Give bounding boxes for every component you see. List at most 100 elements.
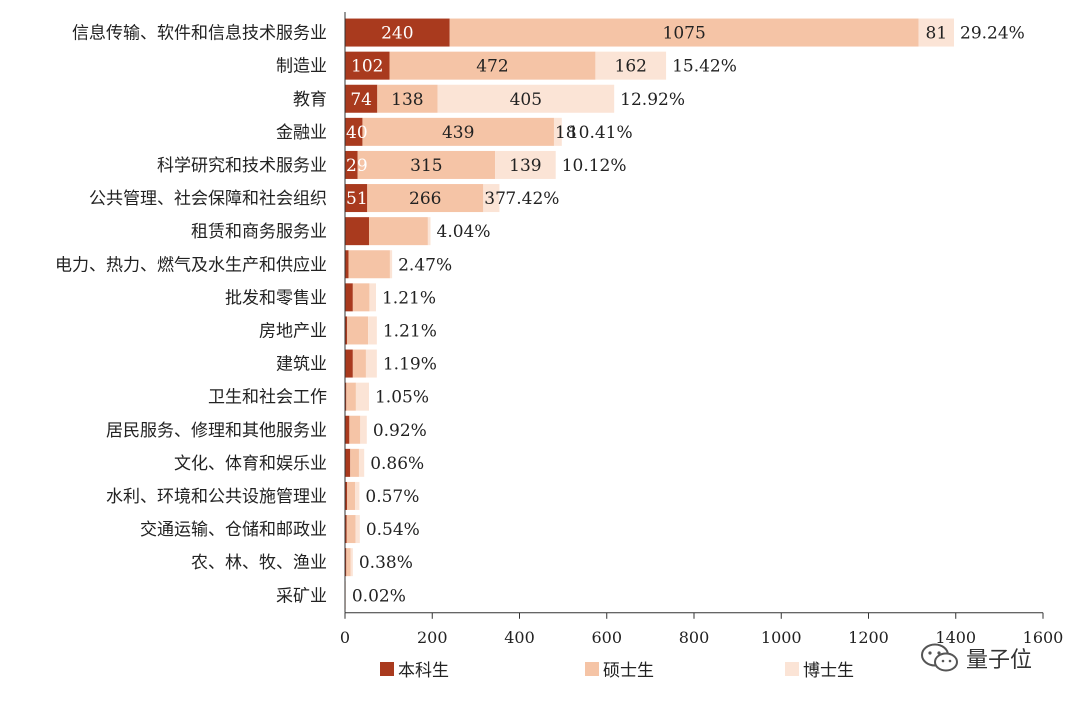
category-label: 科学研究和技术服务业: [157, 156, 327, 176]
legend-label: 本科生: [398, 661, 449, 681]
x-tick-label: 1200: [848, 628, 889, 647]
data-label: 51: [346, 189, 368, 209]
bar-segment: [366, 350, 377, 378]
bar-segment: [345, 350, 353, 378]
data-label: 162: [615, 57, 647, 77]
category-label: 文化、体育和娱乐业: [174, 454, 327, 474]
percent-label: 0.92%: [373, 421, 427, 441]
bar-segment: [356, 383, 369, 411]
watermark: 量子位: [920, 642, 1032, 674]
data-label: 315: [410, 156, 442, 176]
percent-label: 1.19%: [383, 355, 437, 375]
category-label: 批发和零售业: [225, 288, 327, 308]
percent-label: 1.21%: [383, 321, 437, 341]
legend-swatch: [380, 662, 394, 676]
data-label: 139: [509, 156, 541, 176]
bar-segment: [348, 250, 389, 278]
bar-segment: [346, 383, 356, 411]
data-label: 37: [484, 189, 506, 209]
data-label: 29: [346, 156, 368, 176]
x-tick-label: 0: [340, 628, 350, 647]
x-tick-label: 1000: [761, 628, 802, 647]
bar-segment: [355, 515, 359, 543]
bar-segment: [355, 482, 359, 510]
category-label: 电力、热力、燃气及水生产和供应业: [55, 255, 327, 275]
x-tick-label: 200: [417, 628, 448, 647]
percent-label: 0.38%: [359, 553, 413, 573]
percent-label: 2.47%: [398, 255, 452, 275]
bar-segment: [345, 217, 369, 245]
bar-segment: [345, 449, 350, 477]
data-label: 40: [346, 123, 368, 143]
category-label: 建筑业: [276, 355, 327, 375]
data-label: 138: [391, 90, 423, 110]
percent-label: 0.57%: [365, 487, 419, 507]
category-label: 公共管理、社会保障和社会组织: [89, 189, 327, 209]
category-label: 采矿业: [276, 586, 327, 606]
bar-segment: [349, 416, 360, 444]
bar-segment: [346, 548, 350, 576]
data-label: 81: [926, 24, 948, 44]
category-label: 居民服务、修理和其他服务业: [106, 421, 327, 441]
bar-segment: [345, 283, 353, 311]
data-label: 102: [351, 57, 383, 77]
percent-label: 10.41%: [568, 123, 633, 143]
category-label: 农、林、牧、渔业: [191, 553, 327, 573]
bar-segment: [345, 250, 348, 278]
bar-segment: [428, 217, 431, 245]
data-label: 472: [476, 57, 508, 77]
percent-label: 15.42%: [672, 57, 737, 77]
percent-label: 0.54%: [366, 520, 420, 540]
x-tick-label: 600: [591, 628, 622, 647]
category-label: 金融业: [276, 123, 327, 143]
category-label: 教育: [293, 90, 327, 110]
category-label: 信息传输、软件和信息技术服务业: [72, 24, 327, 44]
bar-segment: [347, 515, 356, 543]
category-label: 租赁和商务服务业: [191, 222, 327, 242]
data-label: 240: [381, 24, 413, 44]
bar-segment: [347, 482, 355, 510]
bar-segment: [369, 283, 376, 311]
bar-segment: [390, 250, 392, 278]
percent-label: 0.86%: [370, 454, 424, 474]
bar-segment: [369, 217, 428, 245]
data-label: 74: [350, 90, 372, 110]
bar-segment: [353, 283, 370, 311]
x-tick-label: 400: [504, 628, 535, 647]
legend: 本科生 硕士生 博士生: [380, 661, 854, 681]
percent-label: 1.05%: [375, 388, 429, 408]
data-label: 266: [409, 189, 441, 209]
data-label: 1075: [663, 24, 706, 44]
data-label: 405: [510, 90, 542, 110]
legend-swatch: [785, 662, 799, 676]
percent-label: 7.42%: [505, 189, 559, 209]
legend-label: 硕士生: [603, 661, 654, 681]
percent-label: 29.24%: [960, 24, 1025, 44]
category-label: 交通运输、仓储和邮政业: [140, 520, 327, 540]
bar-segment: [345, 416, 349, 444]
percent-label: 4.04%: [437, 222, 491, 242]
category-label: 水利、环境和公共设施管理业: [106, 487, 327, 507]
data-label: 439: [442, 123, 474, 143]
bar-segment: [368, 316, 377, 344]
category-label: 制造业: [276, 57, 327, 77]
bar-segment: [360, 416, 367, 444]
wechat-icon: [920, 642, 960, 674]
bar-segment: [359, 449, 364, 477]
bar-segment: [351, 548, 353, 576]
category-label: 卫生和社会工作: [208, 388, 327, 408]
bar-segment: [350, 449, 359, 477]
legend-swatch: [585, 662, 599, 676]
bar-segment: [347, 316, 368, 344]
watermark-text: 量子位: [966, 642, 1032, 674]
percent-label: 0.02%: [352, 586, 406, 606]
x-tick-label: 800: [679, 628, 710, 647]
percent-label: 1.21%: [382, 288, 436, 308]
category-label: 房地产业: [259, 321, 327, 341]
legend-label: 博士生: [803, 661, 854, 681]
percent-label: 12.92%: [620, 90, 685, 110]
bar-segment: [353, 350, 366, 378]
percent-label: 10.12%: [562, 156, 627, 176]
